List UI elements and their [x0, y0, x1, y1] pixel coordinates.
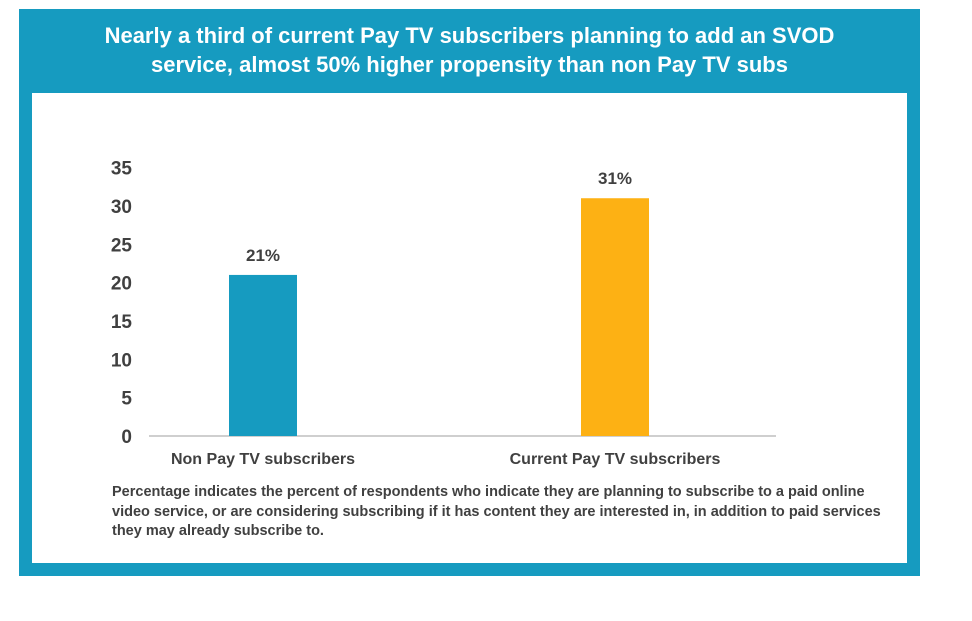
- y-tick-label: 0: [121, 427, 132, 448]
- chart-title-line-2: service, almost 50% higher propensity th…: [151, 52, 788, 77]
- y-tick-label: 20: [111, 274, 132, 295]
- chart-title: Nearly a third of current Pay TV subscri…: [19, 21, 920, 79]
- chart-title-line-1: Nearly a third of current Pay TV subscri…: [104, 23, 835, 48]
- y-tick-label: 30: [111, 197, 132, 218]
- x-category-label: Current Pay TV subscribers: [510, 451, 721, 468]
- data-label: 31%: [598, 169, 632, 188]
- bar-1: [229, 274, 297, 436]
- bar-chart: 0 5 10 15 20 25 30 35 21% Non Pay TV subscribers 3…: [111, 159, 776, 468]
- y-tick-label: 25: [111, 235, 133, 256]
- y-tick-label: 10: [111, 350, 132, 371]
- chart-frame: Nearly a third of current Pay TV subscri…: [19, 9, 920, 576]
- chart-footnote: Percentage indicates the percent of resp…: [112, 484, 881, 539]
- x-category-label: Non Pay TV subscribers: [171, 451, 355, 468]
- y-tick-label: 35: [111, 159, 133, 180]
- y-tick-label: 15: [111, 312, 133, 333]
- y-tick-label: 5: [121, 389, 132, 410]
- bar-2: [581, 198, 649, 436]
- chart-panel: 0 5 10 15 20 25 30 35 21% Non Pay TV subscribers 3…: [32, 93, 907, 563]
- data-label: 21%: [246, 246, 280, 265]
